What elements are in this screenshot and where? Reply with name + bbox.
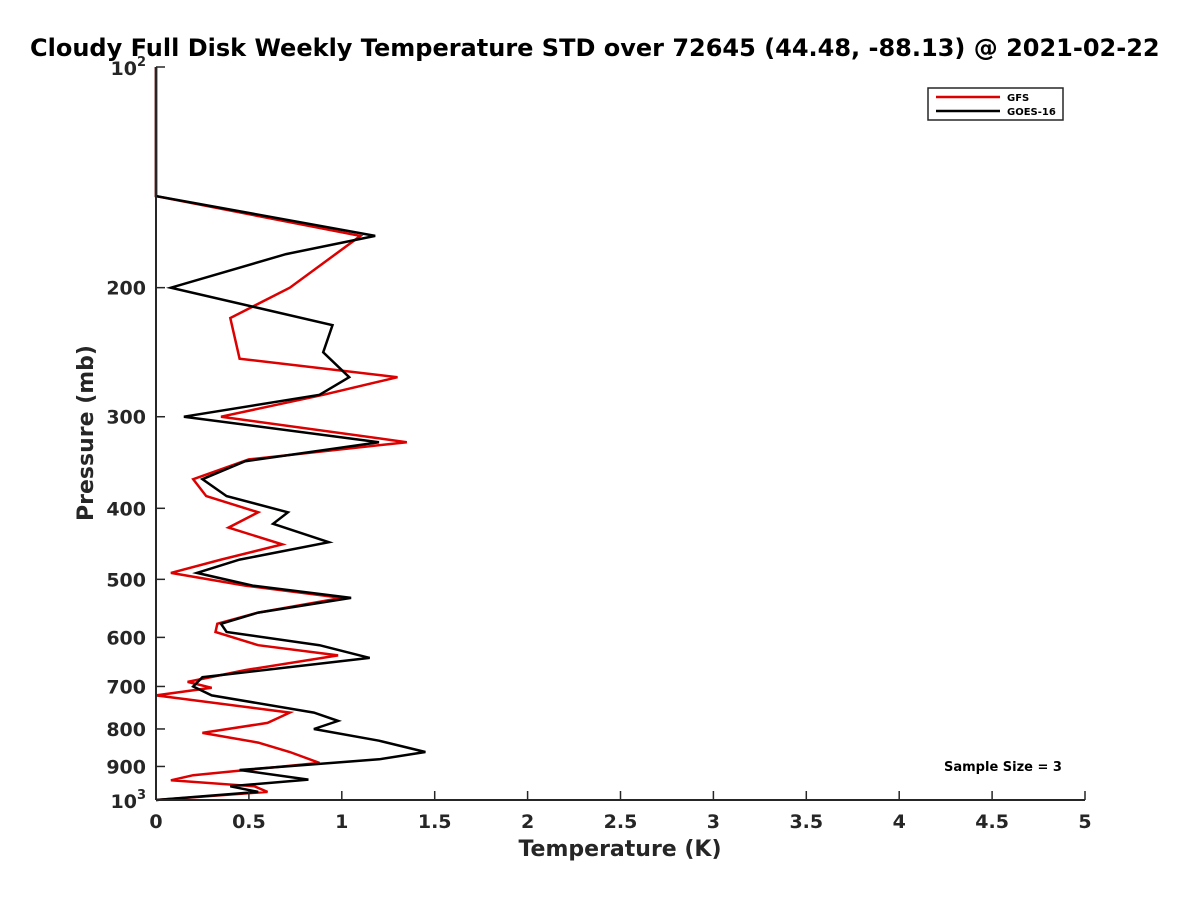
series-line-goes-16 bbox=[154, 67, 426, 802]
plot-lines bbox=[154, 67, 426, 802]
axes bbox=[155, 67, 1085, 801]
y-tick-label: 900 bbox=[106, 756, 146, 778]
x-tick-label: 0 bbox=[149, 811, 162, 833]
x-tick-label: 3.5 bbox=[789, 811, 823, 833]
y-tick-label: 103 bbox=[111, 788, 147, 813]
y-tick-label: 102 bbox=[111, 55, 147, 80]
sample-size-annotation: Sample Size = 3 bbox=[944, 760, 1062, 775]
x-tick-label: 3 bbox=[707, 811, 720, 833]
x-tick-label: 2 bbox=[521, 811, 534, 833]
series-line-gfs bbox=[154, 67, 407, 802]
y-tick-label: 400 bbox=[106, 498, 146, 520]
x-tick-label: 4.5 bbox=[975, 811, 1009, 833]
y-tick-label: 500 bbox=[106, 569, 146, 591]
y-ticks: 102 200 300 400 500 600 700 800 900 103 bbox=[106, 55, 165, 813]
y-tick-label: 600 bbox=[106, 627, 146, 649]
legend-label: GOES-16 bbox=[1007, 107, 1056, 118]
legend-box bbox=[927, 87, 1064, 121]
x-tick-label: 0.5 bbox=[232, 811, 266, 833]
x-tick-label: 1 bbox=[335, 811, 348, 833]
y-tick-label: 700 bbox=[106, 676, 146, 698]
legend: GFS GOES-16 bbox=[927, 87, 1064, 121]
x-axis-label: Temperature (K) bbox=[518, 837, 721, 862]
x-tick-label: 1.5 bbox=[418, 811, 452, 833]
y-tick-label: 300 bbox=[106, 407, 146, 429]
y-axis-label: Pressure (mb) bbox=[74, 345, 99, 521]
y-tick-label: 800 bbox=[106, 719, 146, 741]
legend-label: GFS bbox=[1007, 93, 1029, 104]
x-tick-label: 2.5 bbox=[604, 811, 638, 833]
x-tick-label: 4 bbox=[893, 811, 906, 833]
chart-title: Cloudy Full Disk Weekly Temperature STD … bbox=[30, 34, 1160, 62]
y-tick-label: 200 bbox=[106, 278, 146, 300]
x-ticks: 0 0.5 1 1.5 2 2.5 3 3.5 4 4.5 5 bbox=[149, 791, 1092, 833]
x-tick-label: 5 bbox=[1078, 811, 1091, 833]
